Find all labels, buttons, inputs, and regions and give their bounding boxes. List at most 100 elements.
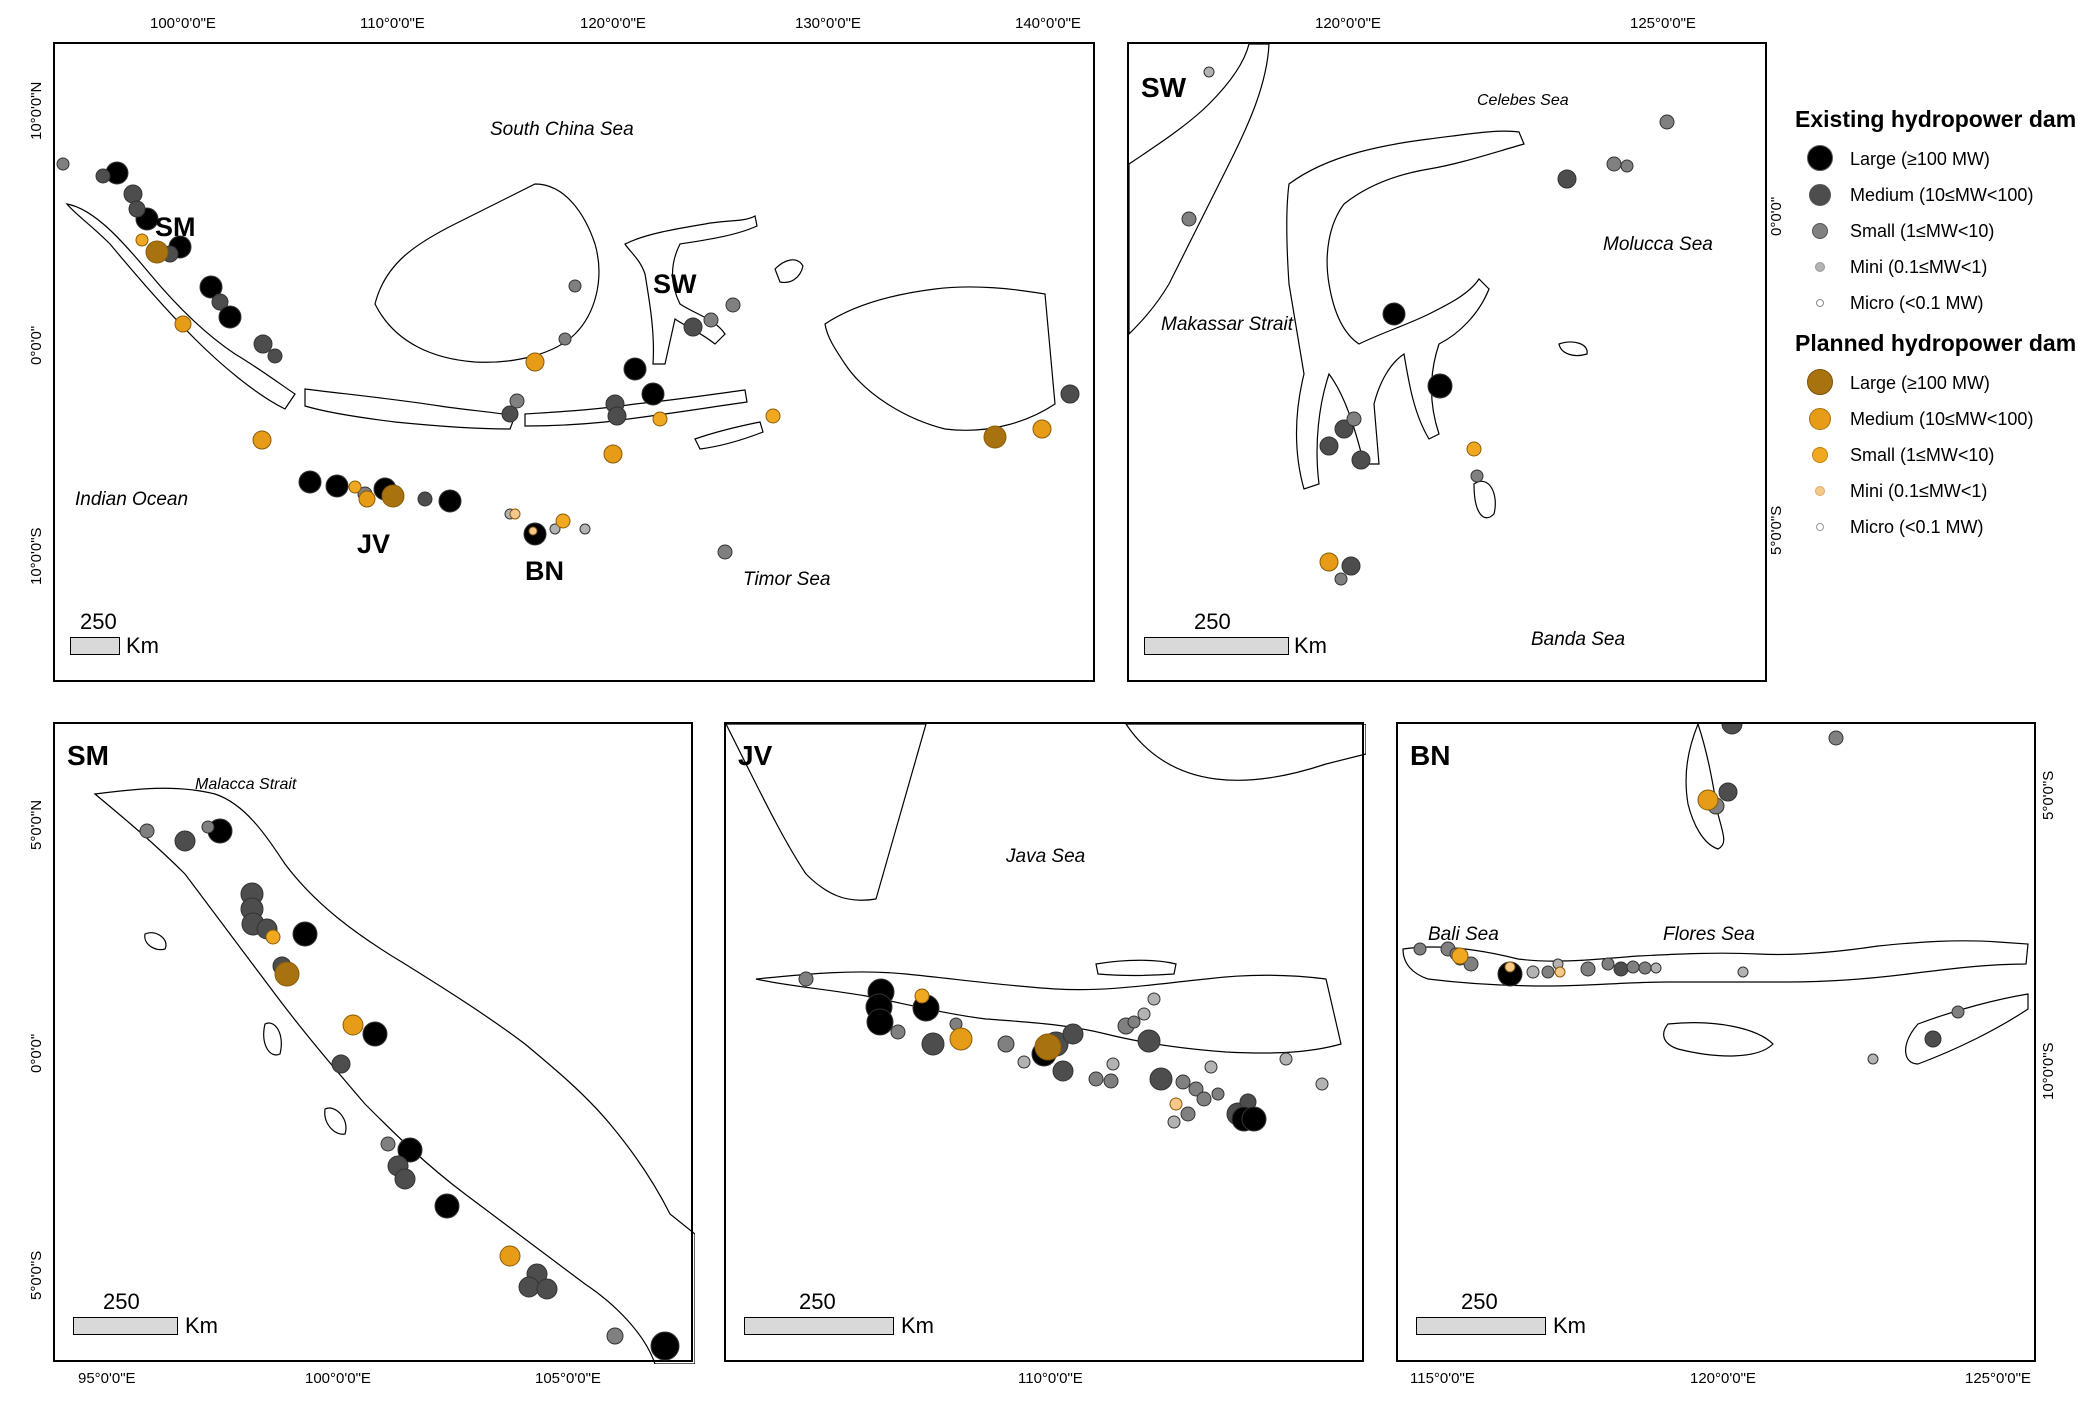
sea-label-java-sea: Java Sea (1006, 846, 1086, 867)
scale-bar-graphic (1416, 1317, 1546, 1335)
sea-label-flores-sea: Flores Sea (1663, 924, 1755, 945)
legend-item-label: Mini (0.1≤MW<1) (1850, 481, 1988, 501)
overview-lat-tick: 10°0'0"S (28, 527, 45, 585)
legend-item-label: Large (≥100 MW) (1850, 149, 1990, 169)
lesser-sunda-outline (524, 389, 748, 427)
borneo-edge-outline (1129, 44, 1270, 335)
sm-lon-tick: 105°0'0"E (535, 1370, 601, 1387)
overview-map-panel: South China Sea Indian Ocean Timor Sea S… (53, 42, 1095, 682)
madura-outline (1095, 959, 1177, 977)
bn-lat-tick: 10°0'0"S (2040, 1042, 2057, 1100)
legend-existing-small: Small (1≤MW<10) (1795, 213, 2085, 249)
lesser-sunda-detail-outline (1402, 940, 2029, 987)
legend-existing-title: Existing hydropower dam (1795, 106, 2077, 132)
map-legend: Existing hydropower dam Large (≥100 MW) … (1795, 105, 2085, 545)
borneo-outline (374, 183, 600, 363)
java-outline (304, 388, 516, 430)
sea-label-indian-ocean: Indian Ocean (75, 489, 189, 510)
bn-lon-tick: 125°0'0"E (1965, 1370, 2031, 1387)
scale-value: 250 (80, 609, 117, 634)
scale-value: 250 (103, 1289, 140, 1314)
sea-label-bali-sea: Bali Sea (1428, 924, 1499, 945)
sm-planned-dams (265, 929, 521, 1267)
legend-item-label: Micro (<0.1 MW) (1850, 517, 1984, 537)
sea-label-south-china-sea: South China Sea (490, 119, 634, 140)
maluku-outline (774, 259, 804, 284)
scale-bar-graphic (73, 1317, 178, 1335)
legend-item-label: Medium (10≤MW<100) (1850, 409, 2034, 429)
legend-item-label: Medium (10≤MW<100) (1850, 185, 2034, 205)
sm-lon-tick: 95°0'0"E (78, 1370, 136, 1387)
sm-map-canvas (93, 787, 695, 1364)
region-label-sw: SW (653, 269, 697, 299)
bn-existing-dams (1413, 724, 1965, 1065)
overview-lat-tick: 0°0'0" (28, 325, 45, 365)
legend-planned-medium: Medium (10≤MW<100) (1795, 401, 2085, 437)
sea-label-timor-sea: Timor Sea (743, 569, 831, 590)
sw-map-canvas (1129, 44, 1675, 586)
overview-lon-tick: 100°0'0"E (150, 15, 216, 32)
sulawesi-outline (624, 215, 758, 365)
sm-panel-label: SM (67, 740, 109, 771)
timor-detail-outline (1905, 993, 2029, 1065)
region-label-sm: SM (155, 212, 196, 242)
legend-item-label: Small (1≤MW<10) (1850, 221, 1995, 241)
dam-mini-symbol (1815, 262, 1825, 272)
scale-value: 250 (1194, 609, 1231, 634)
bn-map-panel: BN Bali Sea Flores Sea 250 Km (1396, 722, 2036, 1362)
overview-existing-dams (56, 157, 1080, 560)
overview-map-canvas (56, 157, 1080, 560)
sea-label-makassar-strait: Makassar Strait (1161, 314, 1293, 335)
overview-lon-tick: 120°0'0"E (580, 15, 646, 32)
scale-value: 250 (799, 1289, 836, 1314)
legend-item-label: Small (1≤MW<10) (1850, 445, 1995, 465)
dam-medium-symbol (1809, 184, 1831, 206)
nias-outline (263, 1022, 282, 1056)
dam-large-symbol (1807, 369, 1833, 395)
scale-unit: Km (901, 1313, 934, 1338)
sw-lat-tick: 0°0'0" (1768, 196, 1785, 236)
banggai-outline (1558, 341, 1588, 357)
legend-planned-small: Small (1≤MW<10) (1795, 437, 2085, 473)
legend-existing-large: Large (≥100 MW) (1795, 141, 2085, 177)
sw-lon-tick: 125°0'0"E (1630, 15, 1696, 32)
bn-planned-dams (1451, 789, 1719, 978)
legend-planned-mini: Mini (0.1≤MW<1) (1795, 473, 2085, 509)
sea-label-malacca-strait: Malacca Strait (195, 776, 297, 793)
borneo-south-outline (726, 724, 927, 901)
sulawesi-detail-outline (1286, 130, 1525, 490)
sumatra-detail-outline (93, 787, 695, 1364)
bn-map-canvas (1402, 724, 2029, 1065)
scale-unit: Km (126, 633, 159, 658)
scale-unit: Km (1553, 1313, 1586, 1338)
legend-planned-large: Large (≥100 MW) (1795, 365, 2085, 401)
overview-lon-tick: 130°0'0"E (795, 15, 861, 32)
sumba-outline (1663, 1022, 1774, 1057)
sm-lon-tick: 100°0'0"E (305, 1370, 371, 1387)
scale-unit: Km (185, 1313, 218, 1338)
bn-lat-tick: 5°0'0"S (2040, 770, 2057, 820)
scale-bar-graphic (70, 637, 120, 655)
scale-bar-graphic (744, 1317, 894, 1335)
bn-panel-label: BN (1410, 740, 1451, 771)
region-label-bn: BN (525, 556, 564, 586)
legend-planned-title: Planned hydropower dam (1795, 330, 2077, 356)
sm-lat-tick: 5°0'0"N (28, 799, 45, 850)
dam-mini-symbol (1815, 486, 1825, 496)
overview-lon-tick: 140°0'0"E (1015, 15, 1081, 32)
dam-medium-symbol (1809, 408, 1831, 430)
buton-outline (1473, 480, 1496, 519)
sea-label-celebes-sea: Celebes Sea (1477, 92, 1569, 109)
dam-small-symbol (1812, 447, 1828, 463)
sm-lat-tick: 0°0'0" (28, 1033, 45, 1073)
legend-existing-micro: Micro (<0.1 MW) (1795, 285, 2085, 321)
dam-large-symbol (1807, 145, 1833, 171)
kalimantan-coast-outline (1125, 724, 1366, 781)
legend-existing-medium: Medium (10≤MW<100) (1795, 177, 2085, 213)
dam-micro-symbol (1816, 299, 1824, 307)
scale-bar-graphic (1144, 637, 1289, 655)
mentawai-outline (324, 1107, 347, 1135)
sw-panel-label: SW (1141, 72, 1187, 103)
bn-lon-tick: 115°0'0"E (1410, 1370, 1475, 1387)
simeulue-outline (144, 932, 167, 951)
